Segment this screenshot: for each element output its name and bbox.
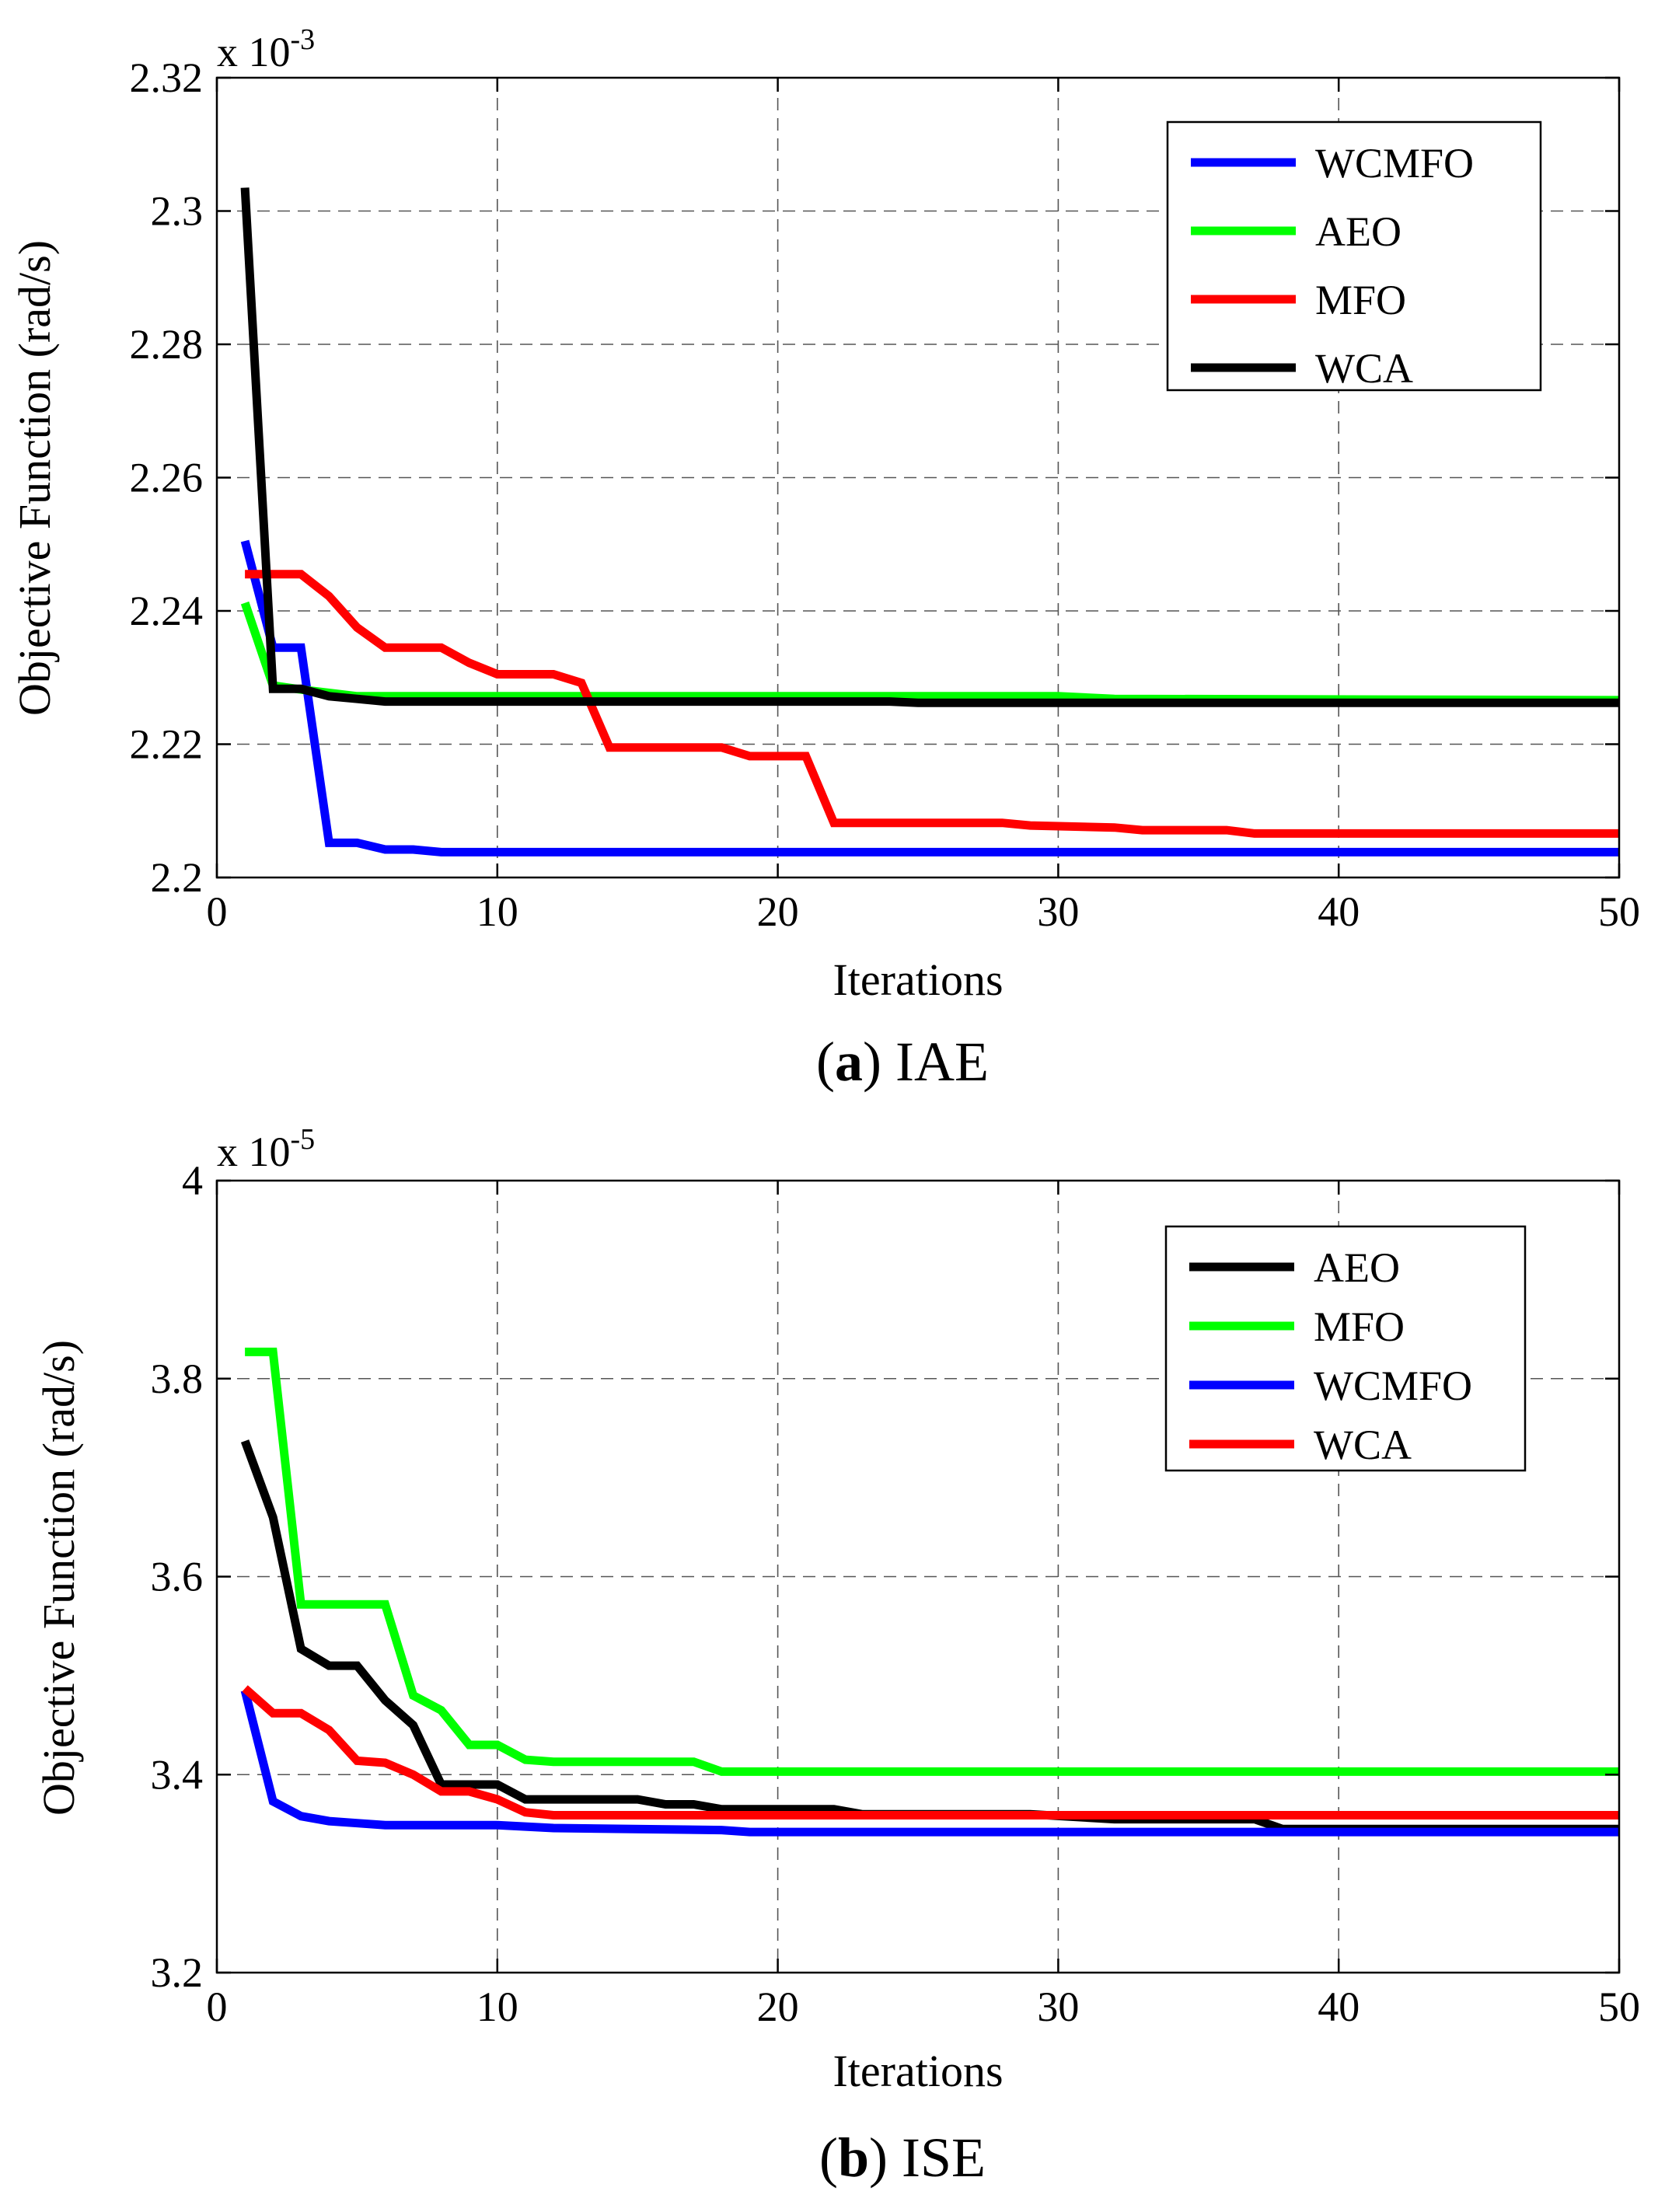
y-tick-label: 4 — [182, 1157, 203, 1204]
x-tick-label: 10 — [476, 888, 518, 935]
legend-label: WCA — [1315, 345, 1413, 392]
series-line-mfo — [245, 570, 1619, 838]
y-axis-label: Objective Function (rad/s) — [33, 1340, 84, 1816]
y-tick-label: 2.24 — [130, 588, 204, 634]
caption-letter: a — [835, 1031, 863, 1093]
x-tick-label: 40 — [1318, 1983, 1360, 2030]
x-tick-label: 20 — [757, 888, 799, 935]
panel-caption: (b) ISE — [819, 2127, 986, 2189]
legend-label: AEO — [1314, 1244, 1400, 1291]
x-axis-label: Iterations — [833, 954, 1003, 1005]
legend-label: WCMFO — [1314, 1362, 1472, 1409]
legend-label: WCMFO — [1315, 140, 1474, 187]
y-exponent-label: x 10-3 — [217, 23, 315, 75]
x-tick-label: 40 — [1318, 888, 1360, 935]
series-line-wcmfo — [240, 1689, 1619, 1837]
x-tick-label: 0 — [207, 888, 228, 935]
panel-caption: (a) IAE — [816, 1031, 989, 1093]
series-line-mfo — [245, 1347, 1619, 1776]
y-tick-label: 2.2 — [151, 854, 204, 901]
y-tick-label: 2.28 — [130, 321, 204, 368]
y-axis-label: Objective Function (rad/s) — [9, 240, 60, 716]
y-tick-label: 3.2 — [151, 1949, 204, 1996]
y-exponent-power: -5 — [291, 1123, 316, 1156]
caption-paren-close: ) — [869, 2127, 902, 2189]
caption-paren-open: ( — [819, 2127, 838, 2189]
x-tick-label: 20 — [757, 1983, 799, 2030]
x-tick-label: 30 — [1037, 888, 1079, 935]
legend-label: AEO — [1315, 208, 1401, 255]
x-tick-label: 30 — [1037, 1983, 1079, 2030]
y-tick-label: 2.26 — [130, 455, 204, 501]
y-tick-label: 2.3 — [151, 188, 204, 235]
y-tick-label: 2.32 — [130, 54, 204, 101]
y-exponent-label: x 10-5 — [217, 1123, 315, 1175]
y-exponent-base: x 10 — [217, 29, 291, 75]
legend-label: MFO — [1314, 1303, 1405, 1350]
x-axis-label: Iterations — [833, 2046, 1003, 2096]
caption-name: IAE — [895, 1031, 989, 1093]
y-tick-label: 2.22 — [130, 721, 204, 768]
series-line-wca — [242, 1685, 1619, 1819]
x-tick-label: 10 — [476, 1983, 518, 2030]
y-tick-label: 3.8 — [151, 1355, 204, 1402]
y-exponent-base: x 10 — [217, 1129, 291, 1175]
x-tick-label: 0 — [207, 1983, 228, 2030]
legend-label: MFO — [1315, 277, 1406, 323]
y-tick-label: 3.4 — [151, 1751, 204, 1798]
x-tick-label: 50 — [1598, 888, 1640, 935]
x-tick-label: 50 — [1598, 1983, 1640, 2030]
caption-paren-open: ( — [816, 1031, 835, 1093]
caption-name: ISE — [902, 2127, 986, 2189]
caption-paren-close: ) — [863, 1031, 895, 1093]
series-line-wcmfo — [240, 539, 1619, 857]
y-exponent-power: -3 — [291, 23, 316, 56]
y-tick-label: 3.6 — [151, 1554, 204, 1600]
panel-iae: 0 10 20 30 40 50 2.2 2.22 2.24 2.26 2.28 2.3 2.32 x 1… — [9, 23, 1640, 1093]
legend-label: WCA — [1314, 1422, 1412, 1468]
caption-letter: b — [838, 2127, 869, 2189]
panel-ise: 0 10 20 30 40 50 3.2 3.4 3.6 3.8 4 x 10-5 Iterations… — [33, 1123, 1640, 2189]
series-line-wca — [240, 187, 1619, 707]
